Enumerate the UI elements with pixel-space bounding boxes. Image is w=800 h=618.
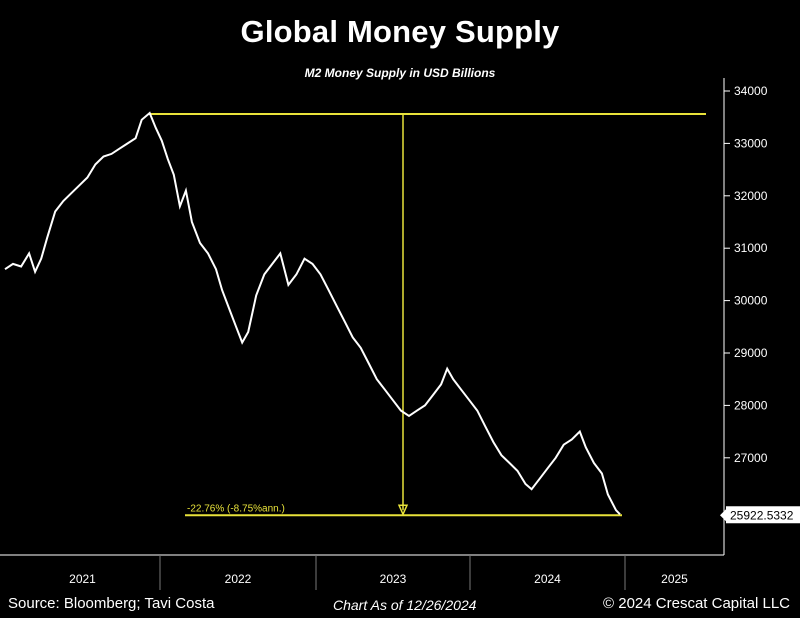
y-tick-label: 30000 [734,294,768,308]
x-tick-label: 2022 [225,572,252,586]
y-tick-label: 34000 [734,84,768,98]
asof-text: Chart As of 12/26/2024 [333,597,477,613]
series-line [4,111,621,515]
source-text: Source: Bloomberg; Tavi Costa [8,595,215,612]
y-tick-label: 31000 [734,241,768,255]
y-tick-label: 32000 [734,189,768,203]
chart-subtitle: M2 Money Supply in USD Billions [304,66,496,80]
last-value-box [726,506,800,524]
last-value-pointer [720,508,727,523]
y-tick-label: 28000 [734,398,768,412]
last-value-label: 25922.5332 [730,508,794,522]
x-tick-label: 2025 [661,572,688,586]
x-tick-label: 2023 [380,572,407,586]
copyright-text: © 2024 Crescat Capital LLC [603,595,790,612]
y-tick-label: 29000 [734,346,768,360]
x-tick-label: 2021 [69,572,96,586]
x-tick-label: 2024 [534,572,561,586]
chart-title: Global Money Supply [240,14,560,49]
change-label: -22.76% (-8.75%ann.) [187,503,285,514]
y-tick-label: 27000 [734,451,768,465]
drawdown-arrowhead [397,504,409,517]
y-tick-label: 33000 [734,136,768,150]
